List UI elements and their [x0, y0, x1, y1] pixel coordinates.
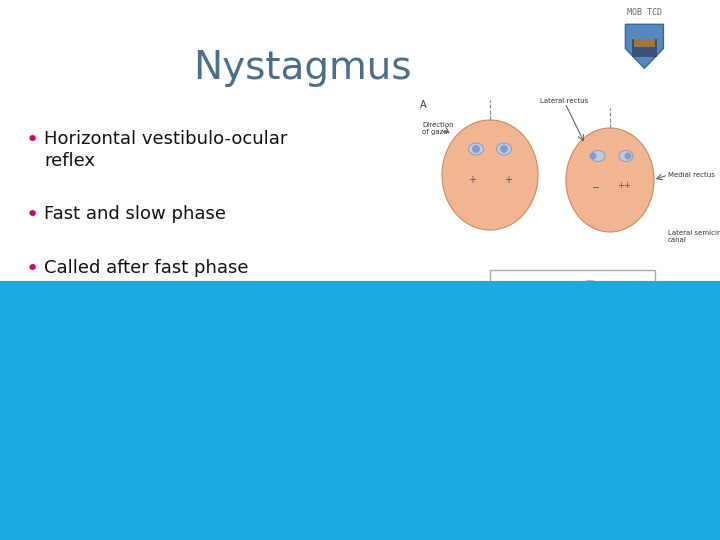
Ellipse shape	[587, 295, 617, 330]
Circle shape	[472, 145, 480, 153]
Text: © Fleshandbones.com: © Fleshandbones.com	[422, 478, 518, 487]
Bar	[634, 39, 655, 47]
Text: Called after fast phase: Called after fast phase	[44, 259, 248, 277]
Bar	[632, 39, 657, 57]
Circle shape	[590, 152, 596, 159]
Text: Direction
of gaze: Direction of gaze	[422, 122, 454, 135]
Text: •: •	[25, 259, 39, 279]
Ellipse shape	[546, 366, 600, 394]
Circle shape	[624, 152, 631, 159]
Text: Lateral semicircular
canal: Lateral semicircular canal	[668, 230, 720, 243]
Text: Increased displacement
of endolymph: Increased displacement of endolymph	[672, 434, 720, 447]
Text: Nystagmus accompanied by
vertigo: Nystagmus accompanied by vertigo	[44, 324, 300, 365]
Text: −: −	[592, 183, 600, 193]
Text: A: A	[420, 100, 427, 110]
Bar	[490, 270, 655, 365]
Text: +: +	[468, 175, 476, 185]
Text: Perilymph
(moves with
head): Perilymph (moves with head)	[672, 377, 715, 399]
Text: •: •	[25, 205, 39, 225]
Text: MOB TCD: MOB TCD	[627, 8, 662, 17]
Ellipse shape	[562, 281, 618, 329]
Text: Kinocilia
Hair cell: Kinocilia Hair cell	[418, 414, 447, 427]
Text: Vestibular nerve fibers
entering crista: Vestibular nerve fibers entering crista	[455, 460, 534, 472]
Text: Nystagmus: Nystagmus	[193, 49, 412, 86]
Text: FitzGerald & Fola: FitzGerald & Fola	[553, 478, 618, 487]
Text: Medial rectus: Medial rectus	[668, 172, 715, 178]
Ellipse shape	[497, 143, 511, 155]
Polygon shape	[515, 283, 595, 337]
Text: Horizontal vestibulo-ocular
reflex: Horizontal vestibulo-ocular reflex	[44, 130, 287, 171]
Text: ++: ++	[617, 180, 631, 190]
Text: •: •	[25, 324, 39, 344]
Ellipse shape	[566, 128, 654, 232]
Polygon shape	[626, 24, 663, 68]
Text: Fast and slow phase: Fast and slow phase	[44, 205, 226, 223]
Ellipse shape	[442, 120, 538, 230]
Text: B: B	[420, 292, 427, 302]
Ellipse shape	[469, 143, 484, 155]
Text: Lateral rectus: Lateral rectus	[540, 98, 588, 104]
Ellipse shape	[619, 151, 633, 161]
Text: Cupula: Cupula	[418, 387, 442, 393]
Circle shape	[500, 145, 508, 153]
Bar	[0, 281, 720, 540]
Ellipse shape	[591, 151, 605, 161]
Text: •: •	[25, 130, 39, 150]
Text: Group: Group	[601, 491, 644, 505]
Ellipse shape	[495, 360, 645, 461]
Text: BMJ: BMJ	[529, 485, 603, 517]
Ellipse shape	[465, 343, 665, 487]
Ellipse shape	[604, 288, 626, 306]
Text: +: +	[504, 175, 512, 185]
Ellipse shape	[526, 381, 569, 438]
